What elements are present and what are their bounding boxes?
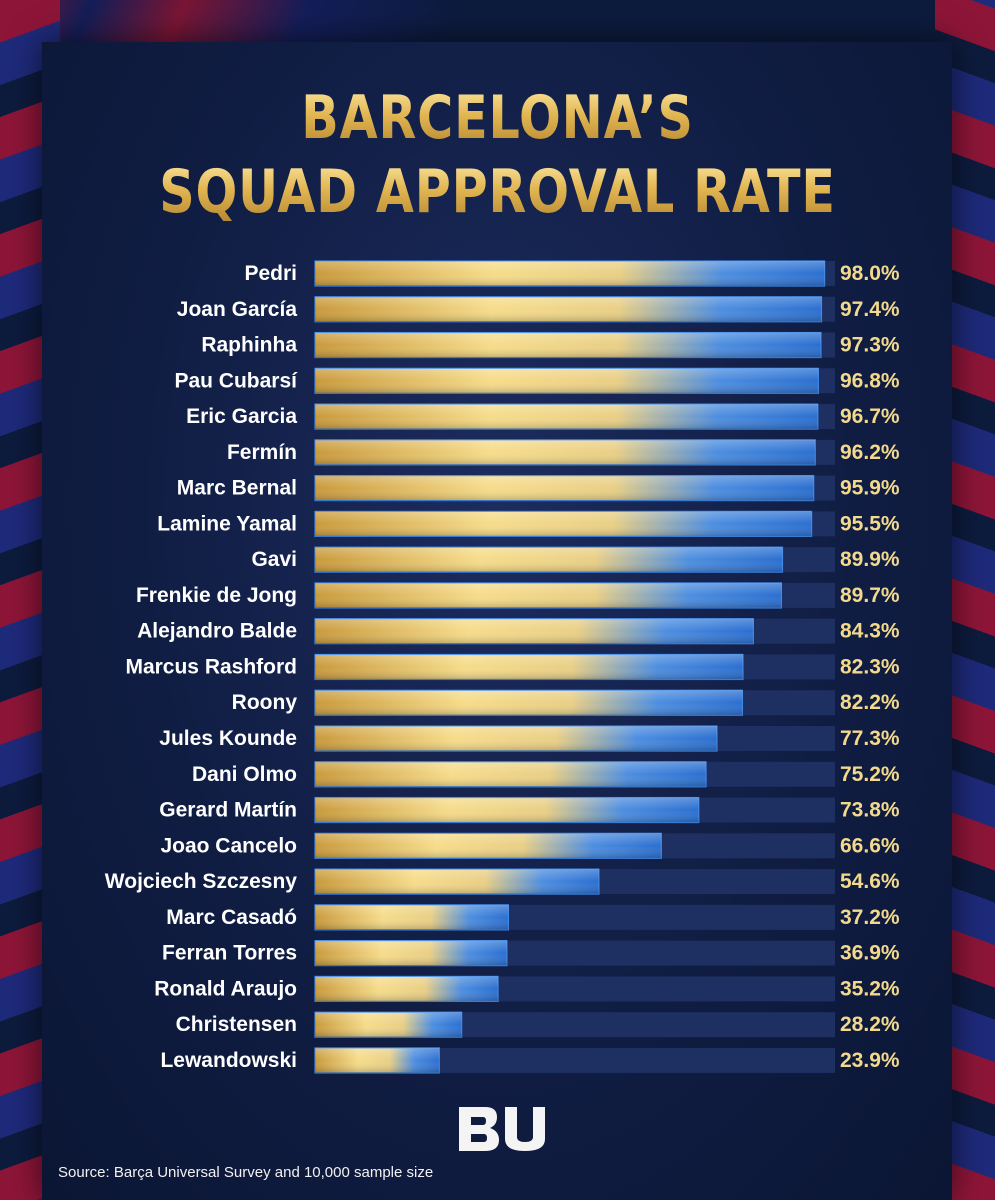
bar-row: Marc Casadó 37.2% [166,904,900,931]
title-line-1: BARCELONA’S [90,86,906,150]
bar-shine [315,511,812,537]
bar-row: Gerard Martín 73.8% [159,796,900,824]
bar-row: Dani Olmo 75.2% [192,761,900,788]
value-label: 54.6% [840,870,900,893]
value-label: 95.9% [840,477,900,500]
value-label: 36.9% [840,942,900,965]
bar-row: Marcus Rashford 82.3% [125,653,900,681]
category-label: Marcus Rashford [125,655,297,678]
bar-shine [315,1047,440,1073]
category-label: Eric Garcia [186,405,297,428]
bar-row: Lewandowski 23.9% [160,1047,900,1074]
bar-row: Lamine Yamal 95.5% [157,510,900,537]
category-label: Gavi [251,548,297,571]
category-label: Ronald Araujo [154,977,297,1000]
category-label: Christensen [176,1013,297,1036]
bar-shine [315,618,754,644]
value-label: 96.2% [840,441,900,464]
bar-row: Marc Bernal 95.9% [177,475,900,502]
category-label: Marc Bernal [177,477,297,500]
category-label: Fermín [227,441,297,464]
bar-shine [315,940,507,966]
category-label: Jules Kounde [159,727,297,750]
bar-row: Joan García 97.4% [177,296,900,323]
value-label: 75.2% [840,763,900,786]
value-label: 97.4% [840,298,900,321]
bar-shine [315,368,819,394]
bar-row: Joao Cancelo 66.6% [160,832,900,859]
category-label: Joan García [177,298,298,321]
bar-row: Alejandro Balde 84.3% [137,618,900,645]
value-label: 66.6% [840,834,900,857]
bar-row: Raphinha 97.3% [201,331,900,359]
bar-shine [315,654,743,680]
value-label: 82.3% [840,655,900,678]
bar-shine [315,869,599,895]
value-label: 84.3% [840,620,900,643]
barca-universal-logo [459,1107,545,1151]
bar-shine [315,797,699,823]
source-note: Source: Barça Universal Survey and 10,00… [58,1164,434,1181]
bar-row: Gavi 89.9% [251,546,900,573]
category-label: Lewandowski [160,1049,297,1072]
category-label: Ferran Torres [162,942,297,965]
bar-row: Eric Garcia 96.7% [186,403,900,430]
bar-shine [315,761,707,787]
value-label: 35.2% [840,977,900,1000]
bar-row: Jules Kounde 77.3% [159,725,900,752]
bar-shine [315,904,509,930]
category-label: Frenkie de Jong [136,584,297,607]
value-label: 97.3% [840,334,900,357]
bar-row: Pau Cubarsí 96.8% [174,367,900,394]
value-label: 73.8% [840,799,900,822]
category-label: Pau Cubarsí [174,369,298,392]
category-label: Dani Olmo [192,763,297,786]
bar-shine [315,1012,462,1038]
value-label: 37.2% [840,906,900,929]
title-line-2: SQUAD APPROVAL RATE [90,160,906,224]
bar-row: Pedri 98.0% [244,260,900,287]
category-label: Alejandro Balde [137,620,297,643]
category-label: Gerard Martín [159,799,297,822]
category-label: Lamine Yamal [157,512,297,535]
category-label: Wojciech Szczesny [105,870,298,893]
bar-chart: Pedri 98.0% Joan García 97.4% Raphinha 97.3% P… [105,260,900,1074]
bar-shine [315,726,717,752]
bar-shine [315,261,825,286]
bar-shine [315,976,499,1002]
category-label: Roony [232,691,298,714]
bar-row: Roony 82.2% [232,689,900,716]
bar-shine [315,439,816,465]
value-label: 89.7% [840,584,900,607]
value-label: 28.2% [840,1013,900,1036]
category-label: Raphinha [201,334,297,357]
bar-row: Fermín 96.2% [227,439,900,466]
value-label: 77.3% [840,727,900,750]
bar-shine [315,582,782,608]
value-label: 82.2% [840,691,900,714]
value-label: 98.0% [840,262,900,285]
bar-row: Ferran Torres 36.9% [162,940,900,967]
value-label: 96.7% [840,405,900,428]
bar-shine [315,690,743,716]
bar-row: Wojciech Szczesny 54.6% [105,868,900,895]
bar-shine [315,404,818,430]
bar-row: Christensen 28.2% [176,1011,900,1038]
bar-shine [315,547,783,573]
bar-shine [315,475,814,501]
value-label: 89.9% [840,548,900,571]
value-label: 95.5% [840,512,900,535]
category-label: Pedri [244,262,297,285]
bar-row: Ronald Araujo 35.2% [154,975,900,1003]
category-label: Joao Cancelo [160,834,297,857]
category-label: Marc Casadó [166,906,297,929]
value-label: 23.9% [840,1049,900,1072]
bar-row: Frenkie de Jong 89.7% [136,582,900,609]
value-label: 96.8% [840,369,900,392]
bar-shine [315,833,662,859]
bar-shine [315,332,821,358]
bar-shine [315,296,822,322]
